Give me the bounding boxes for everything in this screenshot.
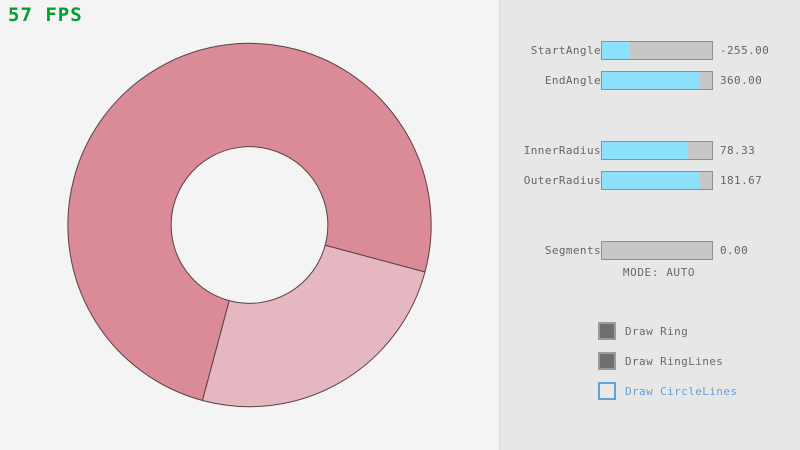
slider-row-endangle: EndAngle 360.00 <box>500 70 800 90</box>
slider-outerradius[interactable] <box>601 170 713 190</box>
checkbox-label-draw-circlelines: Draw CircleLines <box>625 384 738 398</box>
slider-fill-endangle <box>602 71 699 89</box>
slider-value-outerradius: 181.67 <box>720 173 763 187</box>
slider-label-segments: Segments <box>544 243 601 257</box>
slider-startangle[interactable] <box>601 40 713 60</box>
slider-value-segments: 0.00 <box>720 243 749 257</box>
slider-row-outerradius: OuterRadius 181.67 <box>500 170 800 190</box>
mode-label: MODE: AUTO <box>622 266 696 279</box>
slider-innerradius[interactable] <box>601 140 713 160</box>
ring-shape-graphic <box>67 42 432 408</box>
render-canvas[interactable]: 57 FPS <box>0 0 500 450</box>
slider-value-innerradius: 78.33 <box>720 143 756 157</box>
slider-endangle[interactable] <box>601 70 713 90</box>
slider-fill-innerradius <box>602 141 688 159</box>
slider-fill-startangle <box>602 41 630 59</box>
slider-value-endangle: 360.00 <box>720 73 763 87</box>
slider-value-startangle: -255.00 <box>720 43 770 57</box>
checkbox-draw-ringlines[interactable]: Draw RingLines <box>598 350 723 372</box>
checkbox-box-draw-circlelines[interactable] <box>598 382 616 400</box>
slider-row-startangle: StartAngle -255.00 <box>500 40 800 60</box>
slider-fill-outerradius <box>602 171 700 189</box>
slider-label-endangle: EndAngle <box>544 73 601 87</box>
slider-segments[interactable] <box>601 240 713 260</box>
checkbox-draw-ring[interactable]: Draw Ring <box>598 320 688 342</box>
panel-divider <box>499 0 500 450</box>
slider-label-innerradius: InnerRadius <box>523 143 601 157</box>
checkbox-label-draw-ring: Draw Ring <box>625 324 689 338</box>
checkbox-label-draw-ringlines: Draw RingLines <box>625 354 724 368</box>
ring-slice-1 <box>67 42 432 402</box>
checkbox-draw-circlelines[interactable]: Draw CircleLines <box>598 380 737 402</box>
slider-label-startangle: StartAngle <box>530 43 601 57</box>
slider-row-segments: Segments 0.00 <box>500 240 800 260</box>
slider-label-outerradius: OuterRadius <box>523 173 601 187</box>
checkbox-box-draw-ring[interactable] <box>598 322 616 340</box>
slider-row-innerradius: InnerRadius 78.33 <box>500 140 800 160</box>
checkbox-box-draw-ringlines[interactable] <box>598 352 616 370</box>
ring-slice-group <box>67 42 432 408</box>
control-panel: StartAngle -255.00 EndAngle 360.00 Inner… <box>500 0 800 450</box>
ring-slice-2 <box>201 244 426 408</box>
fps-counter: 57 FPS <box>8 4 83 26</box>
